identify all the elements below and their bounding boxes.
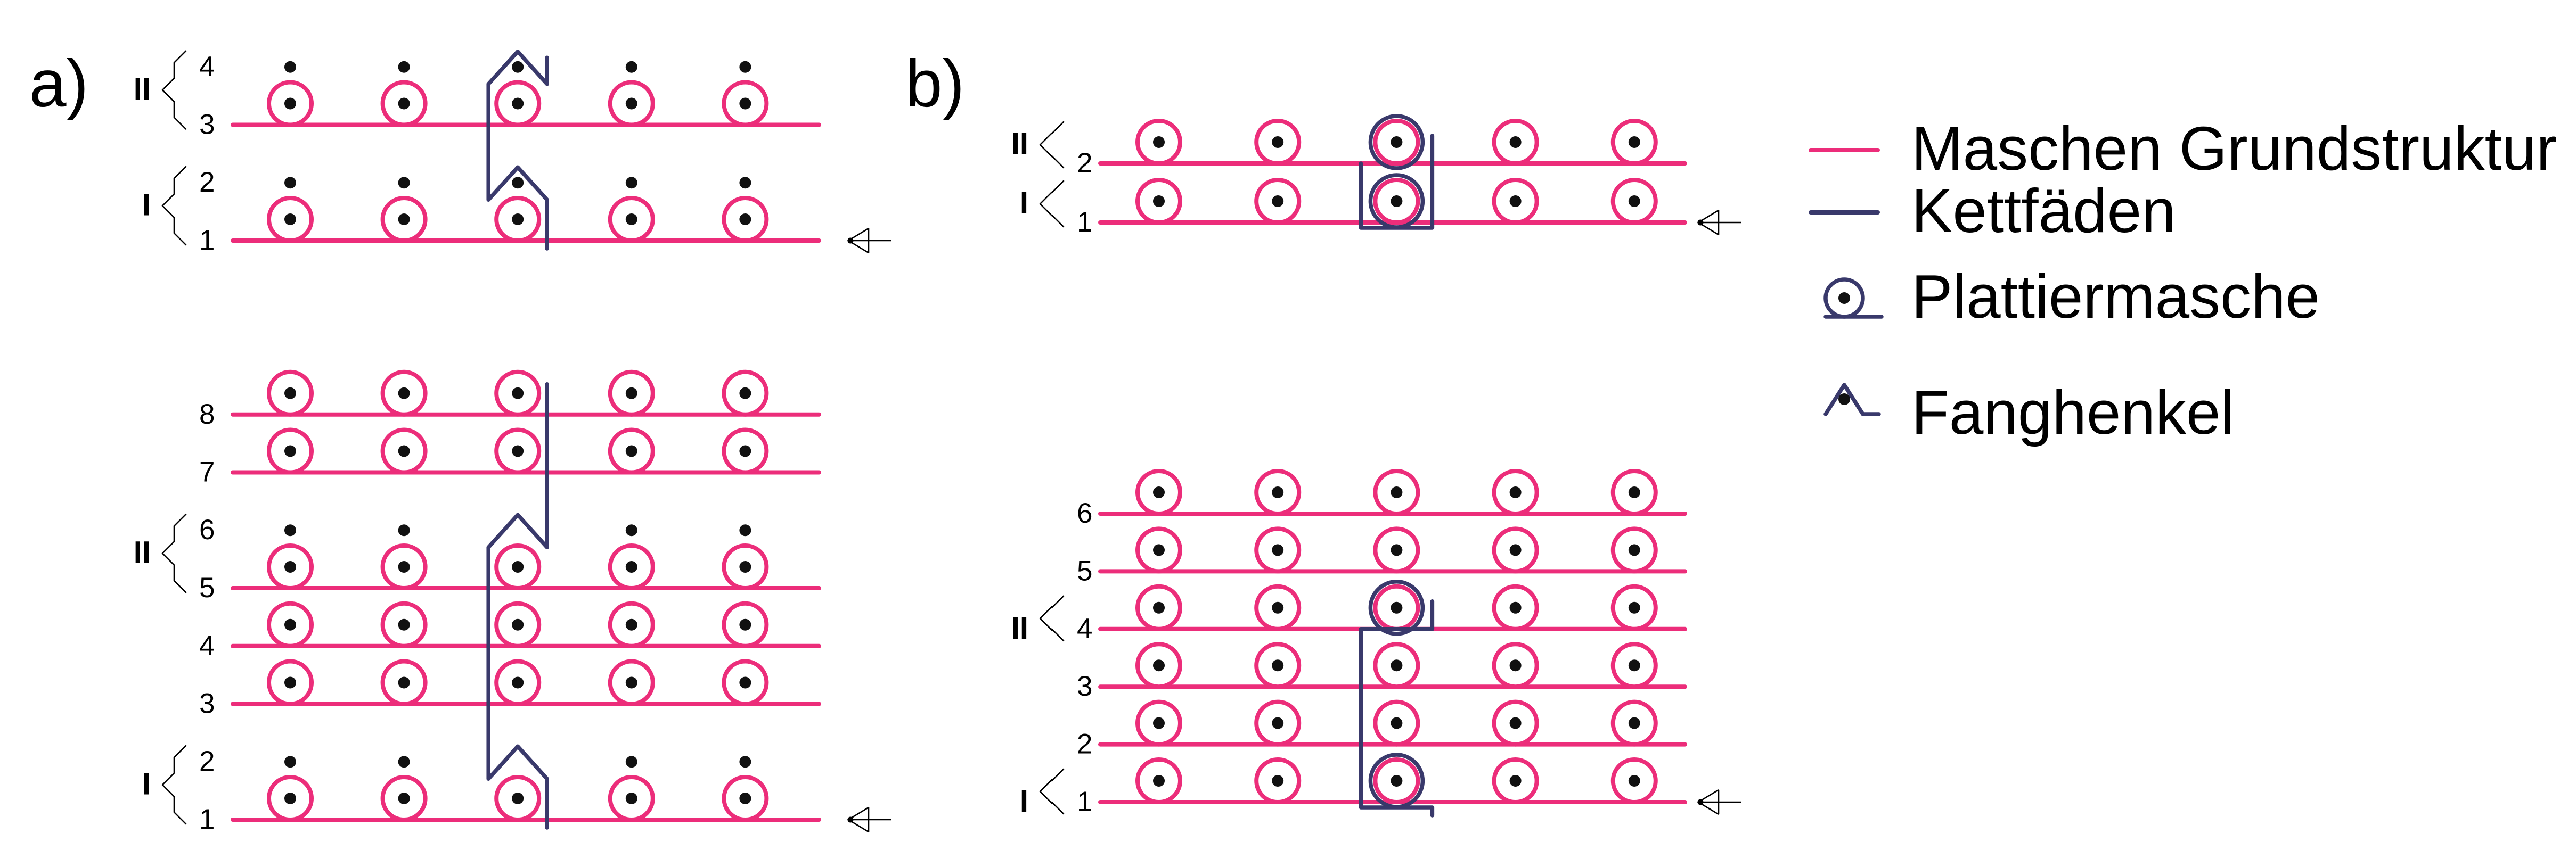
svg-text:II: II <box>134 72 151 106</box>
svg-text:1: 1 <box>199 225 215 256</box>
svg-text:II: II <box>1011 127 1028 161</box>
svg-text:2: 2 <box>199 167 215 198</box>
svg-text:2: 2 <box>1077 729 1092 760</box>
svg-text:6: 6 <box>1077 498 1092 529</box>
svg-text:7: 7 <box>199 457 215 488</box>
svg-text:b): b) <box>905 47 964 121</box>
svg-text:Fanghenkel: Fanghenkel <box>1911 378 2234 447</box>
svg-text:3: 3 <box>199 688 215 720</box>
svg-text:1: 1 <box>199 804 215 835</box>
svg-text:a): a) <box>29 47 88 121</box>
svg-text:Plattiermasche: Plattiermasche <box>1911 262 2320 331</box>
svg-text:4: 4 <box>199 630 215 662</box>
svg-text:I: I <box>142 767 151 802</box>
svg-text:2: 2 <box>199 746 215 777</box>
svg-text:8: 8 <box>199 399 215 430</box>
svg-text:6: 6 <box>199 514 215 546</box>
svg-text:Kettfäden: Kettfäden <box>1911 176 2176 245</box>
svg-text:4: 4 <box>1077 613 1092 645</box>
svg-text:II: II <box>134 535 151 570</box>
svg-text:3: 3 <box>1077 671 1092 702</box>
svg-text:3: 3 <box>199 109 215 141</box>
svg-text:5: 5 <box>1077 555 1092 587</box>
svg-text:Maschen Grundstruktur: Maschen Grundstruktur <box>1911 114 2557 183</box>
svg-text:I: I <box>1020 784 1028 819</box>
svg-text:4: 4 <box>199 51 215 82</box>
svg-text:I: I <box>142 188 151 222</box>
svg-text:1: 1 <box>1077 786 1092 818</box>
svg-text:2: 2 <box>1077 147 1092 179</box>
svg-text:5: 5 <box>199 572 215 604</box>
svg-text:1: 1 <box>1077 207 1092 238</box>
svg-text:II: II <box>1011 611 1028 646</box>
svg-text:I: I <box>1020 186 1028 220</box>
